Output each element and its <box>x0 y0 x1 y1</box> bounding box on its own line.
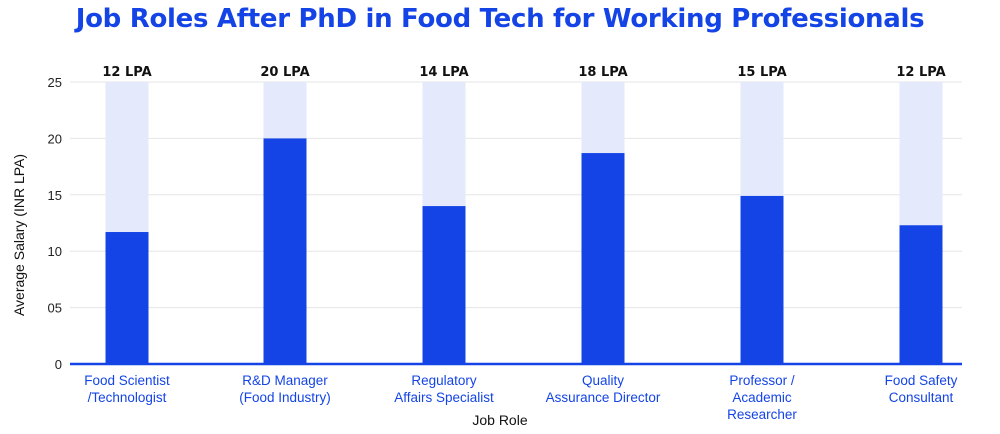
y-axis-title: Average Salary (INR LPA) <box>11 154 27 316</box>
data-label: 15 LPA <box>737 65 786 80</box>
data-label: 12 LPA <box>896 65 945 80</box>
y-tick-label: 15 <box>48 188 62 203</box>
x-axis-title: Job Role <box>472 412 527 428</box>
data-label: 18 LPA <box>578 65 627 80</box>
y-tick-label: 25 <box>48 75 62 90</box>
data-label: 14 LPA <box>419 65 468 80</box>
y-tick-label: 10 <box>48 244 62 259</box>
x-tick-label: R&D Manager (Food Industry) <box>239 373 331 405</box>
y-tick-label: 05 <box>48 301 62 316</box>
bar <box>899 225 943 364</box>
x-tick-label: Quality Assurance Director <box>546 373 661 405</box>
data-label: 20 LPA <box>260 65 309 80</box>
x-tick-label: Professor / Academic Researcher <box>727 373 797 422</box>
y-tick-label: 20 <box>48 131 62 146</box>
bar <box>581 153 625 364</box>
bar <box>263 138 307 364</box>
x-tick-label: Regulatory Affairs Specialist <box>394 373 494 405</box>
data-label: 12 LPA <box>102 65 151 80</box>
bar <box>740 195 784 364</box>
bar <box>105 232 149 364</box>
x-tick-label: Food Scientist/Technologist <box>84 373 170 405</box>
bar <box>422 206 466 364</box>
x-tick-label: Food Safety Consultant <box>885 373 958 405</box>
y-tick-label: 0 <box>55 357 62 372</box>
chart-title: Job Roles After PhD in Food Tech for Wor… <box>75 4 925 34</box>
